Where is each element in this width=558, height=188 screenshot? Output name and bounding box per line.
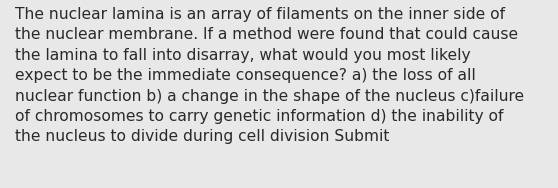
Text: The nuclear lamina is an array of filaments on the inner side of
the nuclear mem: The nuclear lamina is an array of filame…: [16, 7, 525, 144]
